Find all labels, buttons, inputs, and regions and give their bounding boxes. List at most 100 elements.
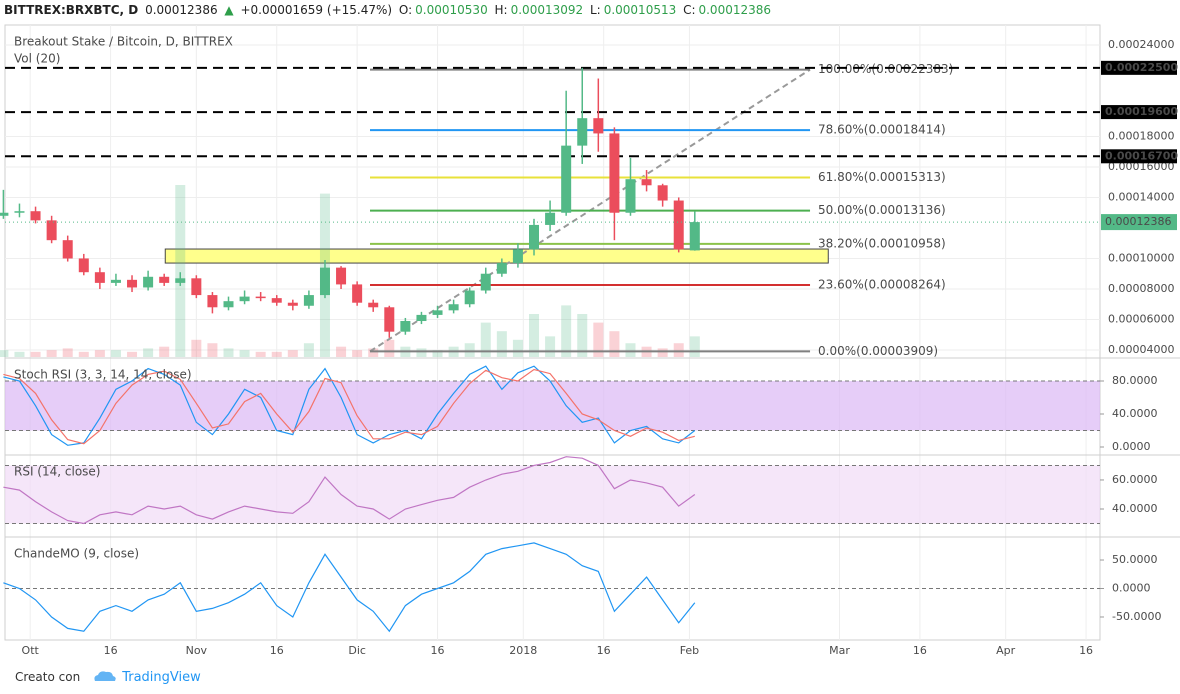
x-tick-label: 16: [270, 644, 284, 657]
y-tick-label: 0.0000: [1112, 582, 1151, 595]
plot-frame: [4, 24, 1101, 641]
x-tick-label: 16: [431, 644, 445, 657]
x-tick-label: 16: [913, 644, 927, 657]
candle-body: [593, 118, 604, 134]
volume-bar: [46, 350, 57, 357]
x-tick-label: 16: [1079, 644, 1093, 657]
candle-body: [319, 267, 330, 296]
brand[interactable]: TradingView: [122, 669, 201, 685]
volume-bar: [223, 348, 234, 357]
indicator-line: [3, 542, 696, 633]
candle-body: [0, 212, 9, 216]
price-label: 0.00019600: [1105, 105, 1178, 118]
pane-title: RSI (14, close): [14, 465, 100, 479]
candle-body: [175, 278, 186, 283]
x-tick-label: Apr: [996, 644, 1016, 657]
last-price-box: [1101, 214, 1177, 231]
fib-label: 61.80%(0.00015313): [818, 170, 946, 184]
candle-body: [207, 295, 218, 308]
candle-body: [529, 224, 540, 250]
volume-bar: [545, 336, 556, 357]
volume-bar: [303, 343, 314, 357]
volume-bar: [175, 185, 186, 357]
candle-body: [159, 276, 170, 283]
volume-bar: [609, 331, 620, 357]
x-tick-label: Ott: [22, 644, 40, 657]
volume-bar: [143, 348, 154, 357]
high: 0.00013092: [510, 3, 584, 17]
x-tick-label: Dic: [348, 644, 366, 657]
pane-title: Stoch RSI (3, 3, 14, 14, close): [14, 368, 192, 382]
band: [5, 381, 1100, 431]
candle-body: [78, 258, 89, 273]
y-tick-label: 50.0000: [1112, 553, 1158, 566]
volume-bar: [432, 350, 443, 357]
candle-body: [46, 220, 57, 241]
candle-body: [336, 267, 347, 285]
indicator-line: [3, 368, 695, 445]
candle-body: [14, 211, 25, 213]
volume-bar: [368, 348, 379, 357]
arrow: ▲: [224, 3, 234, 17]
candle-body: [496, 263, 507, 274]
volume-bar: [512, 339, 523, 357]
volume-bar: [14, 351, 25, 357]
candle-body: [143, 276, 154, 288]
volume-bar: [110, 350, 121, 357]
indicator-line: [3, 456, 696, 525]
candle-body: [94, 272, 105, 283]
candle-body: [303, 295, 314, 306]
volume-bar: [94, 350, 105, 357]
candle-body: [223, 301, 234, 308]
volume-bar: [529, 314, 540, 357]
fib-label: 100.00%(0.00022383): [818, 62, 953, 76]
y-tick-label: -50.0000: [1112, 610, 1161, 623]
x-tick-label: Nov: [186, 644, 208, 657]
volume-bar: [287, 350, 298, 357]
fib-label: 50.00%(0.00013136): [818, 203, 946, 217]
candle-body: [271, 298, 282, 303]
candle-body: [545, 212, 556, 225]
candle-body: [255, 296, 266, 299]
y-tick-label: 0.00018000: [1108, 129, 1174, 142]
last-price-label: 0.00012386: [1105, 215, 1171, 228]
price-label-box: [1101, 105, 1177, 120]
pane-title: ChandeMO (9, close): [14, 547, 139, 561]
candle-body: [62, 240, 73, 259]
volume-bar: [416, 348, 427, 357]
volume-bar: [271, 351, 282, 357]
open: 0.00010530: [415, 3, 488, 17]
candle-body: [432, 310, 443, 315]
band: [5, 465, 1100, 524]
volume-bar: [78, 351, 89, 357]
x-tick-label: Mar: [829, 644, 850, 657]
volume-title: Vol (20): [14, 52, 60, 66]
y-tick-label: 0.0000: [1112, 440, 1151, 453]
volume-bar: [207, 343, 218, 357]
candle-body: [448, 304, 459, 311]
low-label: L:: [589, 3, 601, 17]
candle-body: [657, 185, 668, 201]
volume-bar: [336, 346, 347, 357]
volume-bar: [496, 331, 507, 357]
candle-body: [287, 302, 298, 306]
candle-body: [577, 118, 588, 146]
candle-body: [512, 249, 523, 264]
volume-bar: [689, 336, 700, 357]
y-tick-label: 40.0000: [1112, 502, 1158, 515]
y-tick-label: 0.00004000: [1108, 343, 1174, 356]
x-tick-label: 16: [104, 644, 118, 657]
price-label: 0.00016700: [1105, 149, 1178, 162]
candle-body: [464, 290, 475, 305]
volume-bar: [191, 339, 202, 357]
candle-body: [641, 179, 652, 186]
volume-bar: [239, 350, 250, 357]
candle-body: [352, 284, 363, 303]
close: 0.00012386: [698, 3, 772, 17]
y-tick-label: 0.00006000: [1108, 312, 1174, 325]
x-tick-label: 16: [597, 644, 611, 657]
volume-bar: [464, 343, 475, 357]
candle-body: [416, 314, 427, 322]
